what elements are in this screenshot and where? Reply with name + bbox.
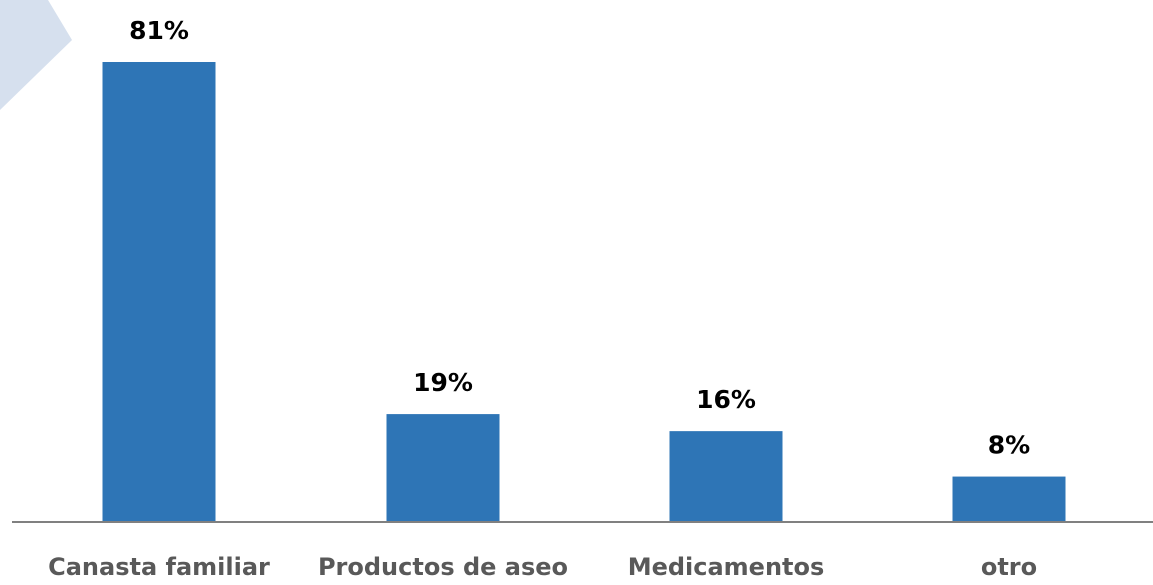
value-label-productos-de-aseo: 19%	[413, 368, 473, 397]
category-label-productos-de-aseo: Productos de aseo	[318, 553, 568, 581]
bar-medicamentos	[669, 431, 783, 522]
value-label-canasta-familiar: 81%	[129, 16, 189, 45]
corner-decoration-shape	[0, 0, 72, 110]
category-label-group: Canasta familiar Productos de aseo Medicam…	[48, 553, 1037, 581]
bar-productos-de-aseo	[386, 414, 500, 522]
category-label-canasta-familiar: Canasta familiar	[48, 553, 270, 581]
category-label-medicamentos: Medicamentos	[628, 553, 825, 581]
bar-group	[102, 62, 1066, 522]
bar-canasta-familiar	[102, 62, 216, 522]
value-label-group: 81% 19% 16% 8%	[129, 16, 1030, 460]
value-label-medicamentos: 16%	[696, 385, 756, 414]
category-label-otro: otro	[981, 553, 1037, 581]
value-label-otro: 8%	[988, 431, 1030, 460]
bar-otro	[952, 476, 1066, 522]
